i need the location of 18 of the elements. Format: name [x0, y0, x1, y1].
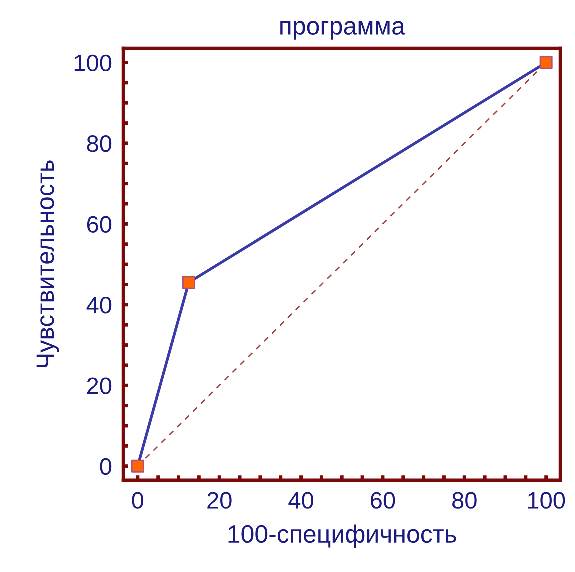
- x-tick-label: 60: [371, 492, 396, 509]
- x-tick-label: 20: [208, 492, 232, 509]
- y-tick-label: 80: [87, 136, 112, 152]
- x-tick-label: 40: [288, 492, 314, 509]
- y-tick-label: 20: [87, 378, 112, 394]
- chart-title: программа: [280, 21, 406, 40]
- y-axis-title: Чувствительность: [36, 160, 60, 368]
- y-tick-label: 0: [100, 458, 112, 476]
- y-tick-label: 60: [87, 216, 112, 233]
- x-tick-label: 100: [528, 492, 566, 509]
- y-tick-label: 40: [86, 296, 112, 314]
- point: [182, 276, 196, 290]
- point: [540, 56, 553, 70]
- x-tick-label: 80: [452, 492, 477, 509]
- x-tick-label: 0: [132, 492, 144, 509]
- point: [131, 460, 144, 473]
- x-axis-title: 100-специфичность: [228, 524, 456, 548]
- y-tick-label: 100: [74, 54, 112, 72]
